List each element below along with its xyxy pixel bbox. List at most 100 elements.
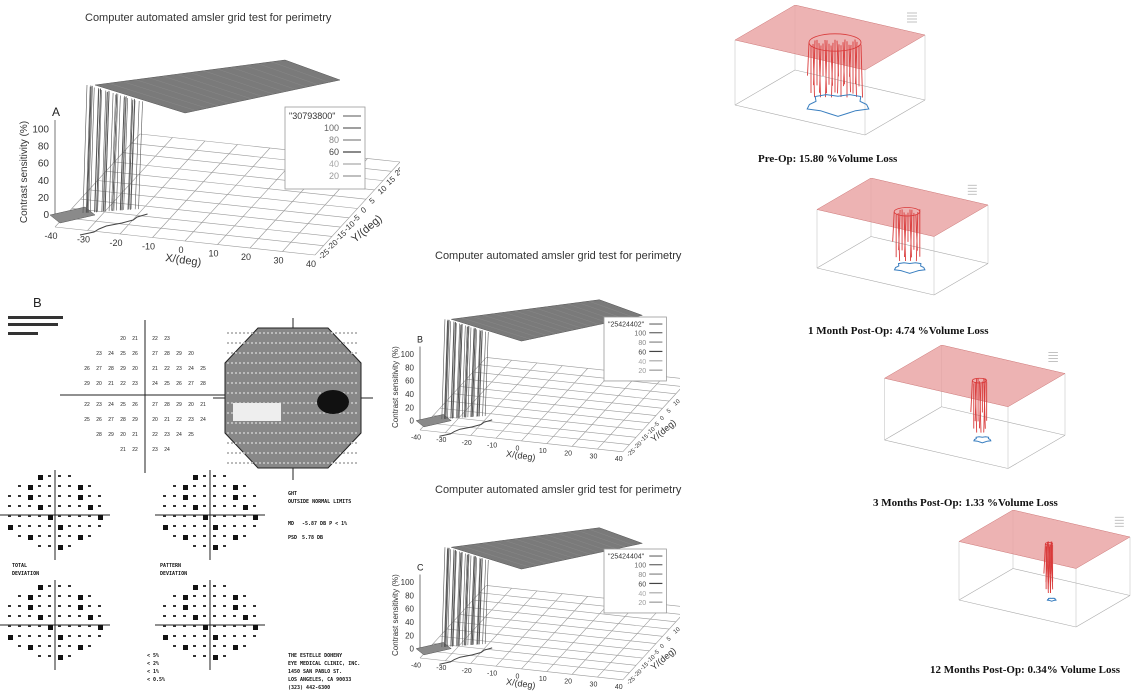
y-tick-label: 15 — [679, 619, 680, 628]
surface-wall-line — [484, 560, 489, 645]
deviation-symbol — [203, 475, 206, 477]
deviation-symbol — [173, 635, 176, 637]
floor-scatter-path — [79, 213, 148, 236]
surface-wall-line — [119, 97, 125, 211]
deviation-symbol — [48, 615, 51, 617]
threshold-value: 25 — [84, 417, 90, 423]
deviation-symbol — [203, 655, 206, 657]
deviation-symbol — [88, 515, 91, 517]
surface-wall-line — [477, 331, 481, 417]
perimetry-printout: B 20 21 22 23 23 24 25 26 27 28 29 20 26 27 28 29 20 21 22… — [0, 295, 373, 691]
deviation-symbol — [213, 515, 216, 517]
clinic-line-1: THE ESTELLE DOHENY — [288, 653, 342, 659]
surface-wall-line — [94, 89, 100, 212]
floor-grid-line — [479, 364, 680, 387]
deviation-symbol — [28, 505, 31, 507]
deviation-symbol — [38, 545, 41, 547]
x-tick-label: 30 — [590, 453, 598, 460]
deviation-symbol — [88, 525, 91, 527]
deviation-symbol — [58, 475, 61, 477]
panel-letter: A — [52, 105, 60, 119]
pit-wall-line — [898, 209, 901, 251]
surface-wall-line — [108, 92, 114, 212]
floor-grid-line — [473, 371, 676, 395]
surface-wall-line — [470, 329, 475, 417]
surface-wall-line — [477, 559, 481, 645]
floor-grid-line — [433, 643, 637, 666]
pit-wall-line — [843, 39, 846, 87]
panel-b-title: Computer automated amsler grid test for … — [435, 250, 682, 262]
deviation-symbol — [203, 495, 206, 497]
surface-wall-line — [89, 87, 95, 213]
x-tick-label: -40 — [411, 662, 421, 669]
deviation-symbol — [253, 495, 256, 497]
deviation-symbol — [18, 485, 21, 487]
deviation-symbol — [18, 615, 21, 617]
deviation-symbol — [8, 615, 11, 617]
md-value: -5.87 DB P < 1% — [302, 521, 347, 527]
deviation-symbol — [223, 655, 226, 657]
surface-wall-line — [111, 94, 116, 211]
surface-wall-line — [441, 319, 446, 420]
deviation-symbol — [98, 525, 101, 527]
y-tick-label: -10 — [646, 654, 657, 665]
deviation-symbol — [8, 635, 13, 640]
deviation-symbol — [193, 515, 196, 517]
y-tick-label: 0 — [659, 643, 666, 650]
surface-wall-line — [113, 93, 119, 211]
legend-entry: 40 — [638, 591, 646, 598]
threshold-value: 20 — [120, 432, 126, 438]
surface-wall-line — [85, 86, 91, 213]
clinic-line-2: EYE MEDICAL CLINIC, INC. — [288, 661, 360, 667]
x-tick-label: -30 — [436, 665, 446, 672]
legend-entry: 40 — [329, 159, 339, 169]
deviation-symbol — [28, 495, 33, 500]
deviation-symbol — [173, 595, 176, 597]
deviation-symbol — [58, 505, 61, 507]
z-tick-label: 100 — [401, 578, 415, 587]
deviation-symbol — [68, 515, 71, 517]
y-tick-label: 10 — [376, 183, 389, 196]
x-tick-label: 20 — [241, 252, 251, 262]
deviation-symbol — [213, 615, 216, 617]
threshold-value: 25 — [200, 366, 206, 372]
deviation-symbol — [98, 615, 101, 617]
legend-title: "25424402" — [608, 321, 645, 328]
deviation-symbol — [18, 495, 21, 497]
surface-top-plane — [451, 299, 644, 342]
y-tick-label: -20 — [633, 441, 644, 452]
surface-mesh-line — [271, 61, 329, 83]
pit-wall-line — [978, 383, 982, 429]
x-axis-label: X/(deg) — [165, 252, 202, 269]
x-tick-label: 10 — [208, 249, 218, 259]
deviation-symbol — [243, 525, 246, 527]
deviation-symbol — [183, 485, 188, 490]
surface-mesh-line — [567, 531, 617, 550]
y-tick-label: -25 — [626, 448, 637, 459]
x-tick-label: -20 — [462, 440, 472, 447]
threshold-value: 24 — [200, 417, 206, 423]
pit-wall-line — [892, 211, 895, 242]
z-tick-label: 20 — [38, 193, 50, 204]
pit-wall-line — [1043, 543, 1046, 574]
surface-mesh-line — [135, 79, 219, 107]
deviation-symbol — [48, 585, 51, 587]
x-tick-label: 40 — [615, 684, 623, 691]
surface-wall-line — [470, 557, 475, 645]
deviation-symbol — [18, 535, 21, 537]
surface-mesh-line — [556, 533, 608, 551]
surface-wall-line — [473, 329, 477, 417]
12month-caption: 12 Months Post-Op: 0.34% Volume Loss — [930, 664, 1121, 676]
deviation-symbol — [253, 615, 256, 617]
surface-wall-line — [478, 330, 483, 417]
deviation-symbol — [98, 495, 101, 497]
deviation-symbol — [38, 485, 41, 487]
deviation-symbol — [253, 635, 256, 637]
surface-wall-line — [472, 328, 476, 417]
deviation-symbol — [48, 505, 51, 507]
psd-value: 5.78 DB — [302, 535, 323, 541]
surface-wall-line — [458, 553, 463, 646]
y-tick-label: 20 — [393, 165, 400, 178]
deviation-symbol — [223, 495, 226, 497]
